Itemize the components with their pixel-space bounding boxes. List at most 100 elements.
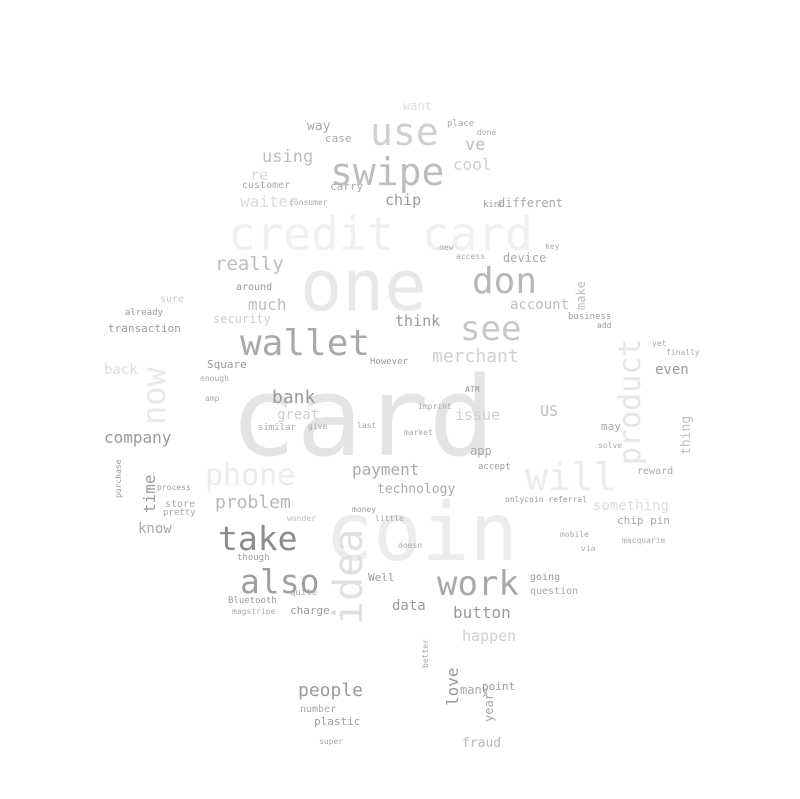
word-cloud-word: waiter [240, 192, 298, 211]
word-cloud-word: button [453, 603, 511, 622]
word-cloud-word: give [308, 422, 327, 431]
word-cloud-word: payment [352, 460, 419, 479]
word-cloud-word: great [277, 407, 319, 423]
word-cloud-word: problem [215, 492, 291, 513]
word-cloud-word: year [482, 693, 496, 722]
word-cloud-word: quite [290, 588, 317, 598]
word-cloud-word: doesn [398, 541, 422, 550]
word-cloud-word: kind [483, 200, 505, 210]
word-cloud-word: will [525, 455, 617, 499]
word-cloud-word: may [601, 420, 621, 433]
word-cloud-word: carry [330, 180, 363, 193]
word-cloud-word: really [215, 253, 284, 275]
word-cloud-word: via [581, 544, 596, 553]
word-cloud-word: happen [462, 627, 516, 645]
word-cloud-word: something [593, 498, 669, 514]
word-cloud-word: app [470, 444, 492, 458]
word-cloud-word: Square [207, 358, 247, 371]
word-cloud-word: way [307, 119, 331, 134]
word-cloud-word: data [392, 598, 426, 614]
word-cloud-word: finally [666, 348, 700, 357]
word-cloud-word: company [104, 428, 172, 447]
word-cloud-word: time [140, 474, 159, 513]
word-cloud-word: done [477, 128, 496, 137]
word-cloud-word: account [510, 297, 569, 313]
word-cloud-word: business [568, 312, 611, 322]
word-cloud-word: onlycoin referral [505, 495, 587, 504]
word-cloud-word: plastic [314, 715, 360, 728]
word-cloud-word: case [325, 132, 352, 145]
word-cloud-word: chip [385, 191, 421, 209]
word-cloud-word: little [375, 514, 404, 523]
word-cloud-word: money [352, 505, 376, 514]
word-cloud-word: store [165, 499, 195, 510]
word-cloud-word: even [655, 362, 689, 378]
word-cloud-word: reward [637, 466, 673, 477]
word-cloud-word: issue [455, 406, 500, 424]
word-cloud-word: though [237, 553, 270, 563]
word-cloud-word: people [298, 680, 363, 701]
word-cloud-word: ve [465, 135, 485, 155]
word-cloud-word: credit card [228, 207, 533, 261]
word-cloud-word: technology [377, 482, 455, 497]
word-cloud-word: accept [478, 462, 511, 472]
word-cloud-word: now [135, 366, 173, 425]
word-cloud-word: don [472, 261, 537, 302]
word-cloud-word: coin [325, 486, 518, 579]
word-cloud-word: Bluetooth [228, 596, 277, 606]
word-cloud-word: key [545, 242, 560, 251]
word-cloud-word: However [370, 357, 409, 367]
word-cloud-word: use [370, 110, 439, 154]
word-cloud-word: think [395, 312, 440, 330]
word-cloud-word: solve [598, 441, 622, 450]
word-cloud-word: one [300, 245, 426, 327]
word-cloud-word: idea [326, 529, 372, 625]
word-cloud-word: chip pin [617, 514, 670, 527]
word-cloud-word: device [503, 251, 546, 265]
word-cloud-word: much [248, 295, 287, 314]
word-cloud-word: last [357, 421, 376, 430]
word-cloud-word: place [447, 119, 474, 129]
word-cloud-word: Well [368, 571, 395, 584]
word-cloud-word: macquarie [622, 536, 666, 545]
word-cloud-word: new [439, 243, 454, 252]
word-cloud-word: many [460, 683, 489, 697]
word-cloud-word: consumer [289, 198, 328, 207]
word-cloud-word: already [125, 308, 164, 318]
word-cloud-word: fraud [462, 736, 501, 751]
word-cloud-word: bank [272, 387, 316, 408]
word-cloud-word: take [218, 519, 297, 558]
word-cloud-word: wallet [240, 323, 370, 364]
word-cloud-word: merchant [432, 346, 519, 367]
word-cloud-word: wonder [287, 514, 316, 523]
word-cloud-word: work [437, 564, 519, 604]
word-cloud-word: add [597, 321, 612, 330]
word-cloud-word: swipe [330, 150, 444, 194]
word-cloud-word: magstripe [232, 607, 276, 616]
word-cloud-word: better [421, 639, 430, 668]
word-cloud-word: going [530, 572, 560, 583]
word-cloud-word: ATM [465, 385, 480, 394]
word-cloud-word: thing [679, 416, 694, 455]
word-cloud-word: purchase [114, 459, 123, 498]
word-cloud-word: enough [200, 374, 229, 383]
word-cloud-word: transaction [108, 322, 181, 335]
word-cloud-word: cool [453, 155, 492, 174]
word-cloud-word: question [530, 586, 578, 597]
word-cloud-word: make [574, 281, 588, 310]
word-cloud-word: product [613, 339, 648, 465]
word-cloud-word: imprint [418, 402, 452, 411]
word-cloud-word: love [443, 667, 462, 706]
word-cloud-word: yet [652, 339, 667, 348]
word-cloud-word: around [236, 282, 272, 293]
word-cloud-word: card [230, 353, 495, 481]
word-cloud-word: know [138, 521, 172, 537]
word-cloud-word: using [262, 147, 313, 167]
word-cloud-word: super [319, 737, 343, 746]
word-cloud-word: access [456, 252, 485, 261]
word-cloud-word: security [213, 312, 271, 326]
word-cloud-word: re [250, 166, 268, 184]
word-cloud-word: point [482, 680, 515, 693]
